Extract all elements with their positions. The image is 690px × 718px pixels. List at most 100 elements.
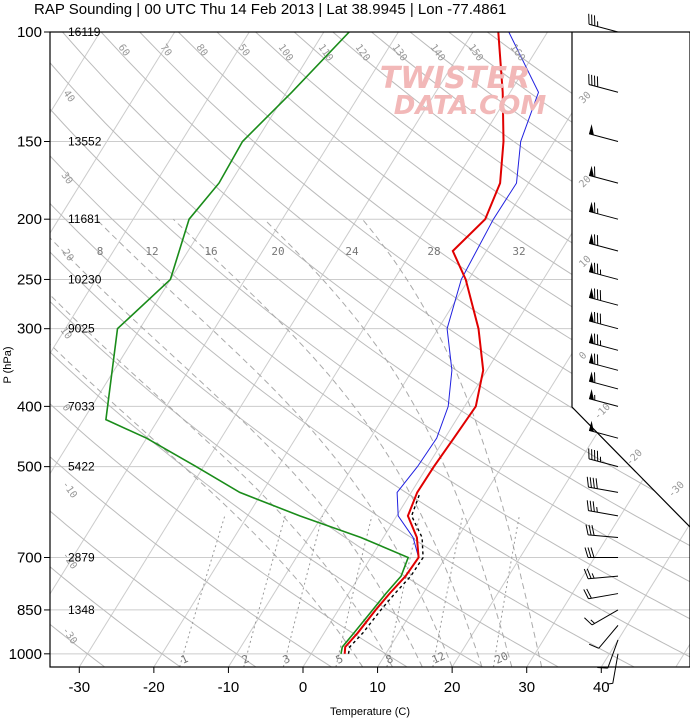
dry-adiabat-line (62, 32, 690, 667)
mixing-ratio-line (432, 515, 464, 667)
x-tick-label: 30 (518, 679, 535, 696)
wind-barb (588, 371, 619, 390)
mixing-ratio-line (282, 515, 323, 667)
isotherm-line (50, 32, 399, 667)
wind-barb (588, 13, 619, 33)
mixing-ratio-line (386, 515, 421, 667)
adiabat-label: -10 (60, 479, 79, 500)
plot-area (50, 32, 690, 667)
moist-adiabat-line (172, 218, 483, 667)
moist-adiabat-label: 8 (97, 245, 104, 258)
wind-barb (586, 500, 619, 517)
wind-barb (588, 352, 619, 371)
watermark-text: DATA.COM (394, 91, 547, 121)
isotherm-line (78, 32, 474, 667)
height-label: 1348 (68, 603, 95, 617)
height-label: 5422 (68, 460, 95, 474)
dry-adiabat-line (50, 32, 484, 667)
wind-barb (588, 388, 619, 407)
wind-barb (607, 653, 619, 685)
wind-barb (588, 262, 619, 280)
mixing-ratio-label: 2 (240, 652, 251, 667)
adiabat-label: 50 (236, 42, 252, 58)
dry-adiabat-line (50, 32, 332, 667)
isotherm-line (451, 32, 690, 667)
dry-adiabat-line (216, 32, 690, 667)
dry-adiabat-line (50, 32, 690, 667)
isotherm-line (302, 32, 690, 667)
height-label: 11681 (68, 212, 101, 226)
mixing-ratio-label: 12 (430, 649, 448, 666)
dry-adiabat-line (139, 32, 690, 667)
wind-barb (588, 311, 619, 330)
dry-adiabat-line (255, 32, 690, 667)
dry-adiabat-line (371, 32, 690, 667)
x-tick-label: 0 (299, 679, 307, 696)
x-tick-label: 10 (369, 679, 386, 696)
moist-adiabat-label: 28 (427, 245, 440, 258)
moist-adiabat-label: 24 (345, 245, 359, 258)
wind-barb (597, 639, 619, 669)
dry-adiabat-line (448, 32, 690, 667)
moist-adiabat-line (50, 218, 423, 667)
parcel-line (396, 32, 540, 558)
mixing-ratio-label: 5 (334, 652, 345, 667)
wind-barb (588, 448, 619, 468)
adiabat-label: 60 (116, 42, 132, 58)
chart-title: RAP Sounding | 00 UTC Thu 14 Feb 2013 | … (34, 1, 507, 18)
plot-frame (49, 31, 690, 668)
isotherm-line (50, 32, 176, 667)
mixing-ratio-label: 20 (493, 649, 511, 666)
dry-adiabat-line (50, 32, 257, 667)
isotherm-line (600, 32, 690, 667)
wind-barb (588, 165, 619, 184)
adiabat-label: 120 (353, 42, 372, 63)
mixing-ratio-label: 8 (384, 652, 395, 667)
dry-adiabat-line (50, 32, 559, 667)
mixing-ratio-line (179, 515, 226, 667)
dry-adiabat-line (50, 32, 690, 667)
y-tick-label: 300 (17, 321, 42, 338)
mixing-ratio-line (243, 515, 286, 667)
isotherm-label: 0 (577, 350, 589, 362)
y-axis-label: P (hPa) (2, 346, 14, 383)
mixing-ratio-line (493, 515, 520, 667)
height-label: 2879 (68, 551, 95, 565)
y-tick-label: 700 (17, 550, 42, 567)
moist-adiabat-label: 12 (145, 245, 158, 258)
moist-adiabat-line (95, 218, 453, 667)
moist-adiabat-label: 20 (271, 245, 284, 258)
moist-adiabat-line (362, 218, 543, 667)
wind-barb (588, 201, 619, 220)
wind-barb (584, 609, 619, 626)
adiabat-label: -30 (60, 625, 79, 646)
wind-barb (588, 332, 619, 351)
dry-adiabat-line (50, 32, 181, 667)
wind-barb (584, 547, 618, 559)
y-tick-label: 400 (17, 398, 42, 415)
dry-adiabat-line (50, 32, 690, 667)
watermark-text: TWISTER (380, 61, 530, 96)
y-tick-label: 100 (17, 24, 42, 41)
isotherm-line (675, 32, 690, 667)
mixing-ratio-label: 3 (281, 652, 292, 667)
isotherm-label: 30 (577, 90, 593, 106)
dry-adiabat-line (50, 32, 408, 667)
x-tick-label: -10 (218, 679, 240, 696)
adiabat-label: 30 (59, 170, 75, 186)
wind-panel-border (571, 32, 690, 528)
dry-adiabat-line (50, 32, 690, 667)
dry-adiabat-line (100, 32, 690, 667)
moist-adiabat-line (50, 218, 364, 667)
isotherm-line (526, 32, 690, 667)
wind-barb (588, 233, 619, 252)
wind-barb (588, 625, 619, 649)
dry-adiabat-line (409, 32, 690, 667)
x-tick-label: -20 (143, 679, 165, 696)
wind-barb (588, 74, 619, 93)
x-tick-label: 20 (444, 679, 461, 696)
moist-adiabat-line (50, 218, 393, 667)
moist-adiabat-label: 16 (204, 245, 217, 258)
y-tick-label: 200 (17, 211, 42, 228)
height-label: 13552 (68, 134, 102, 148)
